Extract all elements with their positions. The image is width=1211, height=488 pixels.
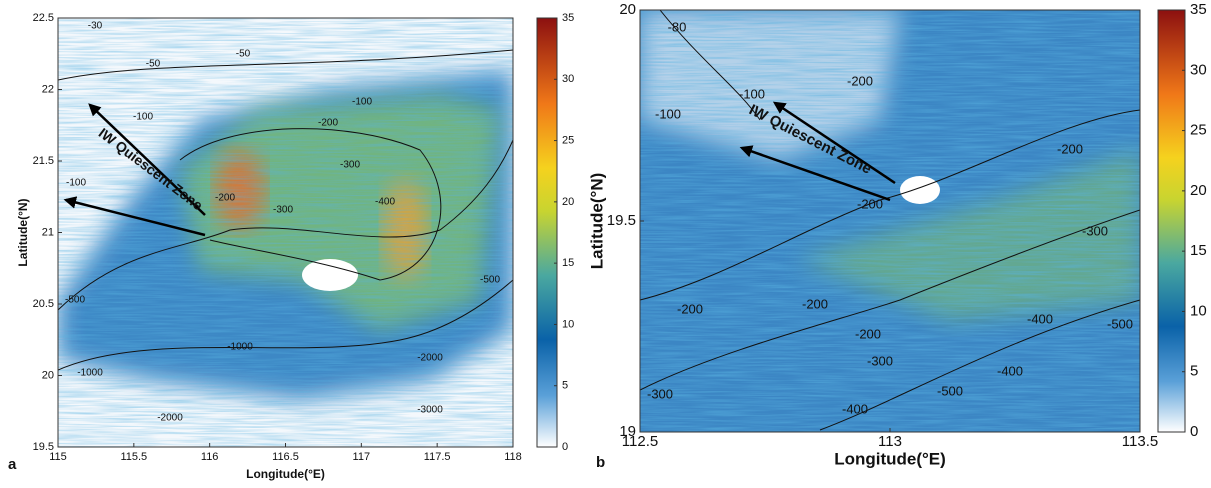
colorbar-tick-label: 30 bbox=[1190, 61, 1207, 78]
y-axis-label: Latitude(°N) bbox=[587, 173, 606, 270]
contour-label: -3000 bbox=[417, 405, 443, 416]
y-tick-label: 19.5 bbox=[33, 441, 54, 453]
contour-label: -50 bbox=[146, 59, 161, 70]
x-axis-label: Longitude(°E) bbox=[834, 449, 946, 468]
contour-label: -100 bbox=[352, 97, 372, 108]
contour-label: -1000 bbox=[227, 342, 253, 353]
contour-label: -2000 bbox=[157, 413, 183, 424]
x-tick-label: 116 bbox=[201, 451, 219, 463]
colorbar-tick-label: 20 bbox=[1190, 182, 1207, 199]
colorbar-tick-label: 25 bbox=[562, 134, 574, 146]
contour-label: -200 bbox=[215, 193, 235, 204]
map-field-b bbox=[640, 10, 1140, 432]
x-tick-label: 113.5 bbox=[1122, 433, 1158, 450]
x-tick-label: 112.5 bbox=[622, 433, 658, 450]
contour-label: -200 bbox=[855, 326, 881, 341]
map-field-a bbox=[58, 18, 513, 447]
arrow bbox=[63, 196, 206, 237]
colorbar-tick-label: 5 bbox=[562, 380, 568, 392]
x-tick-label: 116.5 bbox=[272, 451, 299, 463]
x-tick-label: 113 bbox=[878, 433, 902, 450]
contour-label: -100 bbox=[133, 112, 153, 123]
contour-label: -500 bbox=[1107, 316, 1133, 331]
contour-label: -50 bbox=[236, 49, 251, 60]
x-tick-label: 115.5 bbox=[120, 451, 147, 463]
contour-label: -200 bbox=[857, 196, 883, 211]
contour-label: -300 bbox=[1082, 223, 1108, 238]
panel-letter: b bbox=[596, 454, 605, 471]
contour-label: -300 bbox=[273, 205, 293, 216]
colorbar-tick-label: 10 bbox=[1190, 302, 1207, 319]
contour-label: -2000 bbox=[417, 353, 443, 364]
contour-label: -400 bbox=[375, 197, 395, 208]
contour-label: -200 bbox=[677, 301, 703, 316]
contour-label: -200 bbox=[318, 118, 338, 129]
contour-label: -200 bbox=[847, 73, 873, 88]
contour-label: -300 bbox=[867, 353, 893, 368]
y-tick-label: 20.5 bbox=[33, 298, 54, 310]
colorbar-tick-label: 5 bbox=[1190, 363, 1198, 380]
colorbar-tick-label: 25 bbox=[1190, 122, 1207, 139]
colorbar-tick-label: 35 bbox=[1190, 1, 1207, 18]
y-tick-label: 19 bbox=[619, 423, 636, 440]
colorbar-tick-label: 15 bbox=[562, 257, 574, 269]
contour-label: -500 bbox=[480, 275, 500, 286]
arrow bbox=[739, 145, 891, 202]
contour-label: -500 bbox=[65, 295, 85, 306]
panel-letter: a bbox=[8, 456, 17, 473]
contour-label: -300 bbox=[340, 160, 360, 171]
colorbar-tick-label: 15 bbox=[1190, 242, 1207, 259]
y-tick-label: 22.5 bbox=[33, 12, 54, 24]
contour-label: -400 bbox=[997, 363, 1023, 378]
contour-label: -200 bbox=[802, 296, 828, 311]
contour-label: -100 bbox=[655, 106, 681, 121]
contour-label: -500 bbox=[937, 383, 963, 398]
colorbar-tick-label: 0 bbox=[562, 441, 568, 453]
x-tick-label: 118 bbox=[504, 451, 522, 463]
colorbar-tick-label: 35 bbox=[562, 12, 574, 24]
contour-label: -100 bbox=[739, 86, 765, 101]
colorbar-b bbox=[1157, 9, 1186, 433]
contour-label: -300 bbox=[647, 386, 673, 401]
contour-label: -100 bbox=[66, 178, 86, 189]
x-axis-label: Longitude(°E) bbox=[246, 467, 325, 481]
colorbar-tick-label: 10 bbox=[562, 318, 574, 330]
y-tick-label: 20 bbox=[42, 369, 54, 381]
y-tick-label: 22 bbox=[42, 83, 54, 95]
y-tick-label: 21 bbox=[42, 226, 54, 238]
colorbar-tick-label: 0 bbox=[1190, 423, 1198, 440]
contour-label: -400 bbox=[842, 401, 868, 416]
colorbar-tick-label: 20 bbox=[562, 196, 574, 208]
contour-label: -1000 bbox=[77, 368, 103, 379]
y-tick-label: 19.5 bbox=[607, 212, 636, 229]
contour-label: -400 bbox=[1027, 311, 1053, 326]
colorbar-tick-label: 30 bbox=[562, 73, 574, 85]
x-tick-label: 117 bbox=[353, 451, 371, 463]
arrow bbox=[772, 101, 896, 185]
colorbar-a bbox=[536, 17, 558, 448]
y-tick-label: 20 bbox=[619, 1, 636, 18]
x-tick-label: 117.5 bbox=[424, 451, 451, 463]
x-tick-label: 115 bbox=[49, 451, 67, 463]
contour-label: -200 bbox=[1057, 141, 1083, 156]
contour-label: -30 bbox=[88, 21, 103, 32]
contour-label: -80 bbox=[668, 19, 687, 34]
y-axis-label: Latitude(°N) bbox=[16, 198, 30, 266]
arrow bbox=[88, 103, 206, 216]
y-tick-label: 21.5 bbox=[33, 155, 54, 167]
